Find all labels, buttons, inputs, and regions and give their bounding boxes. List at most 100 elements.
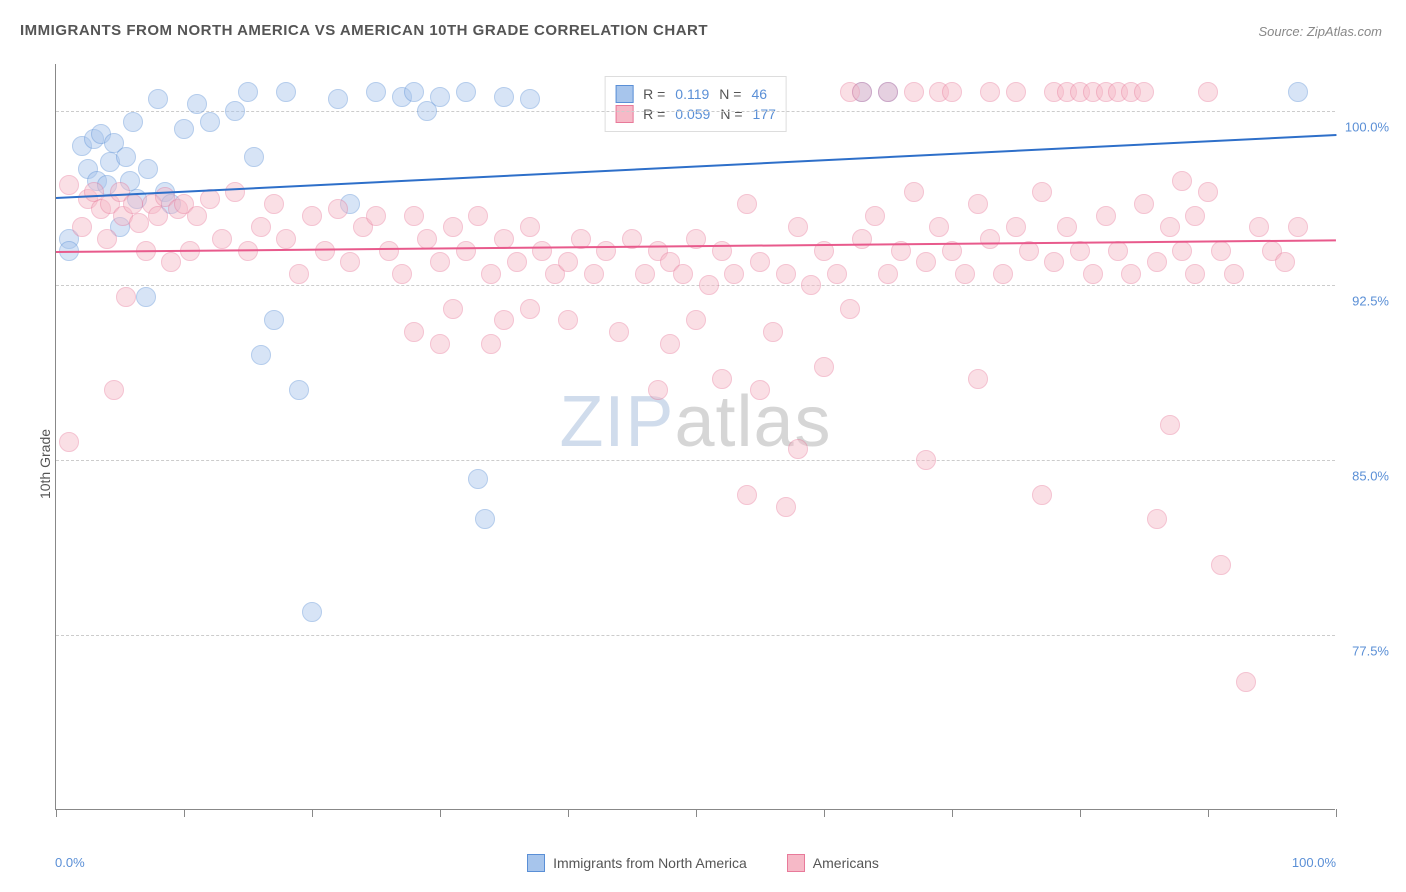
scatter-point bbox=[1096, 206, 1116, 226]
y-tick-label: 85.0% bbox=[1352, 469, 1389, 484]
scatter-point bbox=[97, 229, 117, 249]
scatter-point bbox=[1275, 252, 1295, 272]
scatter-point bbox=[276, 229, 296, 249]
scatter-point bbox=[840, 299, 860, 319]
legend-n-label: N = bbox=[720, 106, 742, 122]
x-tick bbox=[952, 809, 953, 817]
legend-swatch bbox=[527, 854, 545, 872]
scatter-point bbox=[788, 439, 808, 459]
scatter-point bbox=[328, 89, 348, 109]
scatter-point bbox=[200, 189, 220, 209]
scatter-point bbox=[750, 380, 770, 400]
x-tick bbox=[1080, 809, 1081, 817]
scatter-point bbox=[916, 252, 936, 272]
scatter-point bbox=[635, 264, 655, 284]
scatter-point bbox=[289, 264, 309, 284]
scatter-point bbox=[1236, 672, 1256, 692]
scatter-point bbox=[494, 310, 514, 330]
scatter-point bbox=[558, 252, 578, 272]
scatter-point bbox=[1147, 509, 1167, 529]
scatter-point bbox=[366, 82, 386, 102]
x-tick bbox=[184, 809, 185, 817]
scatter-point bbox=[468, 469, 488, 489]
scatter-point bbox=[916, 450, 936, 470]
scatter-point bbox=[1288, 82, 1308, 102]
scatter-point bbox=[264, 194, 284, 214]
legend-label: Immigrants from North America bbox=[553, 855, 747, 871]
scatter-point bbox=[878, 264, 898, 284]
scatter-point bbox=[1006, 82, 1026, 102]
scatter-point bbox=[1134, 82, 1154, 102]
scatter-point bbox=[1160, 217, 1180, 237]
scatter-point bbox=[532, 241, 552, 261]
scatter-point bbox=[520, 89, 540, 109]
source-label: Source: ZipAtlas.com bbox=[1258, 24, 1382, 39]
scatter-point bbox=[430, 252, 450, 272]
y-tick-label: 77.5% bbox=[1352, 644, 1389, 659]
scatter-point bbox=[1185, 206, 1205, 226]
scatter-point bbox=[1134, 194, 1154, 214]
legend-swatch bbox=[615, 105, 633, 123]
scatter-point bbox=[404, 206, 424, 226]
scatter-point bbox=[225, 182, 245, 202]
legend-item: Immigrants from North America bbox=[527, 854, 747, 872]
y-axis-label: 10th Grade bbox=[37, 429, 53, 499]
scatter-point bbox=[865, 206, 885, 226]
scatter-point bbox=[1198, 82, 1218, 102]
scatter-point bbox=[328, 199, 348, 219]
scatter-point bbox=[801, 275, 821, 295]
scatter-point bbox=[776, 264, 796, 284]
scatter-point bbox=[968, 369, 988, 389]
scatter-point bbox=[404, 322, 424, 342]
scatter-point bbox=[1032, 485, 1052, 505]
scatter-point bbox=[494, 87, 514, 107]
scatter-point bbox=[366, 206, 386, 226]
scatter-point bbox=[520, 299, 540, 319]
x-tick bbox=[1208, 809, 1209, 817]
scatter-point bbox=[123, 194, 143, 214]
legend-swatch bbox=[787, 854, 805, 872]
scatter-point bbox=[494, 229, 514, 249]
correlation-legend: R =0.119N =46R =0.059N =177 bbox=[604, 76, 787, 132]
scatter-point bbox=[174, 119, 194, 139]
scatter-point bbox=[1249, 217, 1269, 237]
scatter-point bbox=[187, 94, 207, 114]
scatter-point bbox=[737, 485, 757, 505]
scatter-point bbox=[1121, 264, 1141, 284]
scatter-point bbox=[302, 206, 322, 226]
scatter-point bbox=[878, 82, 898, 102]
scatter-point bbox=[251, 217, 271, 237]
scatter-point bbox=[138, 159, 158, 179]
scatter-point bbox=[1108, 241, 1128, 261]
x-tick bbox=[696, 809, 697, 817]
scatter-point bbox=[763, 322, 783, 342]
scatter-point bbox=[1185, 264, 1205, 284]
chart-container: 10th Grade ZIPatlas R =0.119N =46R =0.05… bbox=[20, 54, 1386, 874]
scatter-point bbox=[200, 112, 220, 132]
grid-line bbox=[56, 635, 1335, 636]
scatter-point bbox=[904, 182, 924, 202]
x-tick bbox=[568, 809, 569, 817]
grid-line bbox=[56, 285, 1335, 286]
scatter-point bbox=[251, 345, 271, 365]
x-tick bbox=[56, 809, 57, 817]
grid-line bbox=[56, 111, 1335, 112]
scatter-point bbox=[1057, 217, 1077, 237]
x-tick bbox=[1336, 809, 1337, 817]
trend-line bbox=[56, 134, 1336, 199]
scatter-point bbox=[148, 206, 168, 226]
scatter-point bbox=[1211, 241, 1231, 261]
plot-area: ZIPatlas R =0.119N =46R =0.059N =177 77.… bbox=[55, 64, 1335, 810]
scatter-point bbox=[72, 217, 92, 237]
scatter-point bbox=[686, 310, 706, 330]
legend-item: Americans bbox=[787, 854, 879, 872]
scatter-point bbox=[852, 229, 872, 249]
scatter-point bbox=[1198, 182, 1218, 202]
scatter-point bbox=[596, 241, 616, 261]
scatter-point bbox=[1224, 264, 1244, 284]
scatter-point bbox=[136, 287, 156, 307]
scatter-point bbox=[289, 380, 309, 400]
series-legend: Immigrants from North America Americans bbox=[20, 854, 1386, 872]
scatter-point bbox=[59, 175, 79, 195]
scatter-point bbox=[520, 217, 540, 237]
